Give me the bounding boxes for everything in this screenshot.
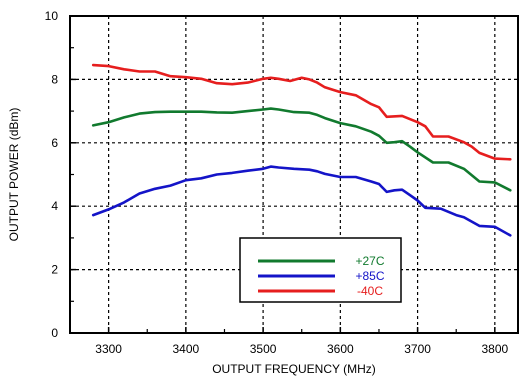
x-tick-label: 3700	[404, 342, 431, 356]
axis-ticks: 3300 3400 3500 3600 3700 3800 0 2 4 6 8 10	[45, 9, 509, 356]
series-line-40C	[91, 63, 512, 161]
legend-label: +85C	[355, 269, 384, 283]
legend-label: +27C	[355, 254, 384, 268]
x-tick-label: 3300	[95, 342, 122, 356]
legend-label: -40C	[357, 284, 383, 298]
legend: +27C+85C-40C	[239, 237, 402, 303]
y-tick-label: 0	[51, 326, 58, 340]
y-tick-label: 2	[51, 263, 58, 277]
series-line-85C	[91, 165, 512, 237]
x-axis-title: OUTPUT FREQUENCY (MHz)	[212, 362, 376, 376]
series-line-27C	[91, 107, 512, 192]
x-tick-label: 3500	[250, 342, 277, 356]
y-tick-label: 4	[51, 199, 58, 213]
x-tick-label: 3400	[173, 342, 200, 356]
y-tick-label: 10	[45, 9, 59, 23]
x-tick-label: 3600	[327, 342, 354, 356]
y-tick-label: 6	[51, 136, 58, 150]
series-lines	[91, 63, 512, 237]
y-axis-title: OUTPUT POWER (dBm)	[7, 108, 21, 242]
x-tick-label: 3800	[481, 342, 508, 356]
y-tick-label: 8	[51, 72, 58, 86]
